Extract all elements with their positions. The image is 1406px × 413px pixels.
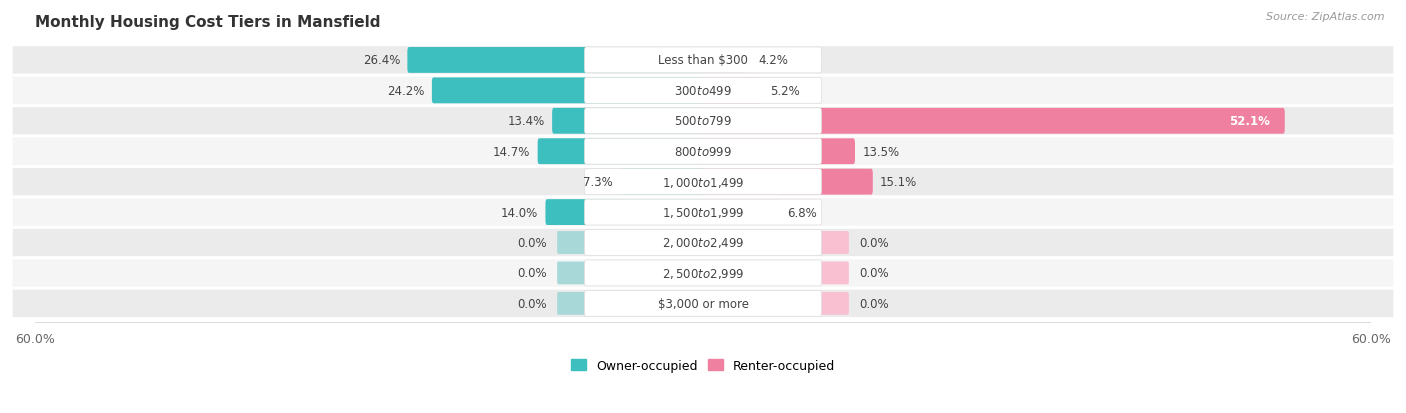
Text: $500 to $799: $500 to $799 bbox=[673, 115, 733, 128]
Text: $3,000 or more: $3,000 or more bbox=[658, 297, 748, 310]
Text: $800 to $999: $800 to $999 bbox=[673, 145, 733, 158]
FancyBboxPatch shape bbox=[557, 262, 588, 285]
Text: 15.1%: 15.1% bbox=[880, 176, 917, 189]
FancyBboxPatch shape bbox=[13, 138, 1393, 166]
FancyBboxPatch shape bbox=[13, 108, 1393, 135]
Text: 5.2%: 5.2% bbox=[770, 85, 800, 97]
FancyBboxPatch shape bbox=[585, 199, 821, 225]
Text: $2,000 to $2,499: $2,000 to $2,499 bbox=[662, 236, 744, 250]
FancyBboxPatch shape bbox=[620, 169, 704, 195]
Text: 26.4%: 26.4% bbox=[363, 54, 401, 67]
Text: $300 to $499: $300 to $499 bbox=[673, 85, 733, 97]
FancyBboxPatch shape bbox=[702, 199, 780, 225]
Text: 0.0%: 0.0% bbox=[517, 267, 547, 280]
Text: Less than $300: Less than $300 bbox=[658, 54, 748, 67]
Legend: Owner-occupied, Renter-occupied: Owner-occupied, Renter-occupied bbox=[571, 359, 835, 372]
FancyBboxPatch shape bbox=[557, 232, 588, 254]
FancyBboxPatch shape bbox=[432, 78, 704, 104]
FancyBboxPatch shape bbox=[702, 109, 1285, 134]
FancyBboxPatch shape bbox=[818, 292, 849, 315]
Text: 7.3%: 7.3% bbox=[583, 176, 613, 189]
Text: 0.0%: 0.0% bbox=[859, 297, 889, 310]
Text: $1,000 to $1,499: $1,000 to $1,499 bbox=[662, 175, 744, 189]
FancyBboxPatch shape bbox=[13, 290, 1393, 317]
FancyBboxPatch shape bbox=[546, 199, 704, 225]
Text: 6.8%: 6.8% bbox=[787, 206, 817, 219]
FancyBboxPatch shape bbox=[818, 232, 849, 254]
FancyBboxPatch shape bbox=[585, 291, 821, 316]
FancyBboxPatch shape bbox=[818, 262, 849, 285]
Text: Monthly Housing Cost Tiers in Mansfield: Monthly Housing Cost Tiers in Mansfield bbox=[35, 15, 381, 30]
FancyBboxPatch shape bbox=[702, 48, 751, 74]
FancyBboxPatch shape bbox=[13, 47, 1393, 74]
FancyBboxPatch shape bbox=[557, 292, 588, 315]
FancyBboxPatch shape bbox=[702, 78, 762, 104]
FancyBboxPatch shape bbox=[13, 260, 1393, 287]
FancyBboxPatch shape bbox=[13, 229, 1393, 256]
FancyBboxPatch shape bbox=[585, 48, 821, 74]
FancyBboxPatch shape bbox=[585, 78, 821, 104]
Text: $2,500 to $2,999: $2,500 to $2,999 bbox=[662, 266, 744, 280]
FancyBboxPatch shape bbox=[585, 260, 821, 286]
Text: 52.1%: 52.1% bbox=[1229, 115, 1270, 128]
Text: $1,500 to $1,999: $1,500 to $1,999 bbox=[662, 206, 744, 220]
FancyBboxPatch shape bbox=[408, 48, 704, 74]
Text: 0.0%: 0.0% bbox=[517, 297, 547, 310]
Text: 0.0%: 0.0% bbox=[859, 267, 889, 280]
Text: 13.5%: 13.5% bbox=[862, 145, 900, 158]
Text: 0.0%: 0.0% bbox=[859, 236, 889, 249]
FancyBboxPatch shape bbox=[585, 139, 821, 165]
Text: 13.4%: 13.4% bbox=[508, 115, 546, 128]
FancyBboxPatch shape bbox=[13, 78, 1393, 105]
Text: 14.7%: 14.7% bbox=[494, 145, 530, 158]
Text: 24.2%: 24.2% bbox=[387, 85, 425, 97]
FancyBboxPatch shape bbox=[13, 199, 1393, 226]
Text: 0.0%: 0.0% bbox=[517, 236, 547, 249]
FancyBboxPatch shape bbox=[702, 169, 873, 195]
FancyBboxPatch shape bbox=[585, 230, 821, 256]
FancyBboxPatch shape bbox=[13, 169, 1393, 196]
FancyBboxPatch shape bbox=[553, 109, 704, 134]
Text: 14.0%: 14.0% bbox=[501, 206, 538, 219]
Text: 4.2%: 4.2% bbox=[759, 54, 789, 67]
FancyBboxPatch shape bbox=[585, 109, 821, 134]
FancyBboxPatch shape bbox=[702, 139, 855, 165]
FancyBboxPatch shape bbox=[585, 169, 821, 195]
FancyBboxPatch shape bbox=[537, 139, 704, 165]
Text: Source: ZipAtlas.com: Source: ZipAtlas.com bbox=[1267, 12, 1385, 22]
